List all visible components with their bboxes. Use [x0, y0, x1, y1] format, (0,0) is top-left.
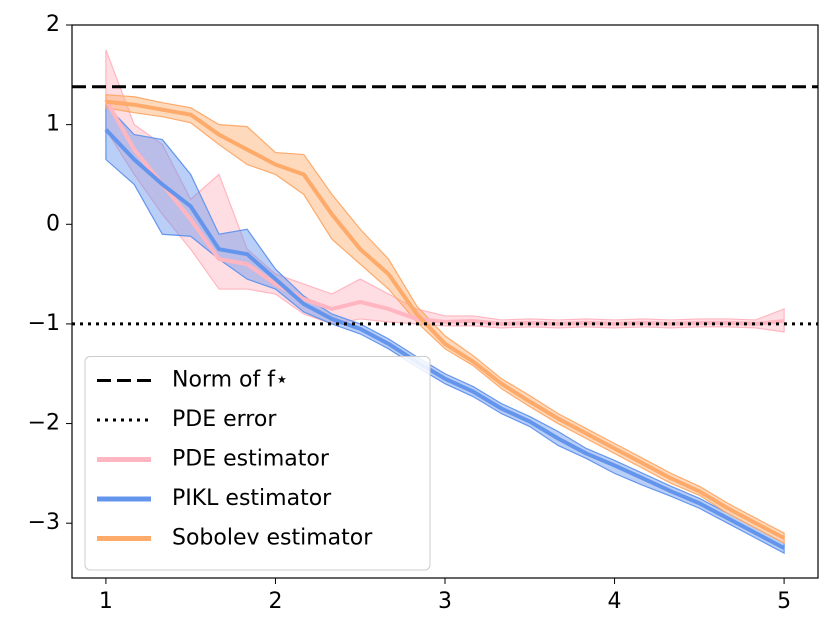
y-tick-label: −3	[28, 510, 60, 535]
y-tick-label: −1	[28, 311, 60, 336]
y-tick-label: 0	[46, 211, 60, 236]
legend-label: PIKL estimator	[172, 486, 332, 511]
legend-box	[84, 356, 431, 571]
x-tick-label: 4	[608, 589, 622, 614]
y-tick-label: 1	[46, 112, 60, 137]
legend-label: PDE error	[172, 407, 277, 432]
band	[105, 94, 785, 545]
band	[105, 103, 785, 555]
x-tick-label: 5	[777, 589, 791, 614]
x-tick-label: 1	[99, 589, 113, 614]
legend-label: PDE estimator	[172, 447, 330, 472]
legend-label: Norm of f⋆	[172, 368, 289, 393]
y-tick-label: −2	[28, 411, 60, 436]
series-line	[104, 128, 786, 550]
y-tick-label: 2	[46, 12, 60, 37]
x-tick-label: 2	[268, 589, 282, 614]
legend-label: Sobolev estimator	[172, 526, 373, 551]
series-line	[104, 98, 785, 326]
series-line	[105, 99, 786, 540]
plot-frame	[71, 24, 819, 579]
band	[105, 49, 785, 333]
x-tick-label: 3	[438, 589, 452, 614]
